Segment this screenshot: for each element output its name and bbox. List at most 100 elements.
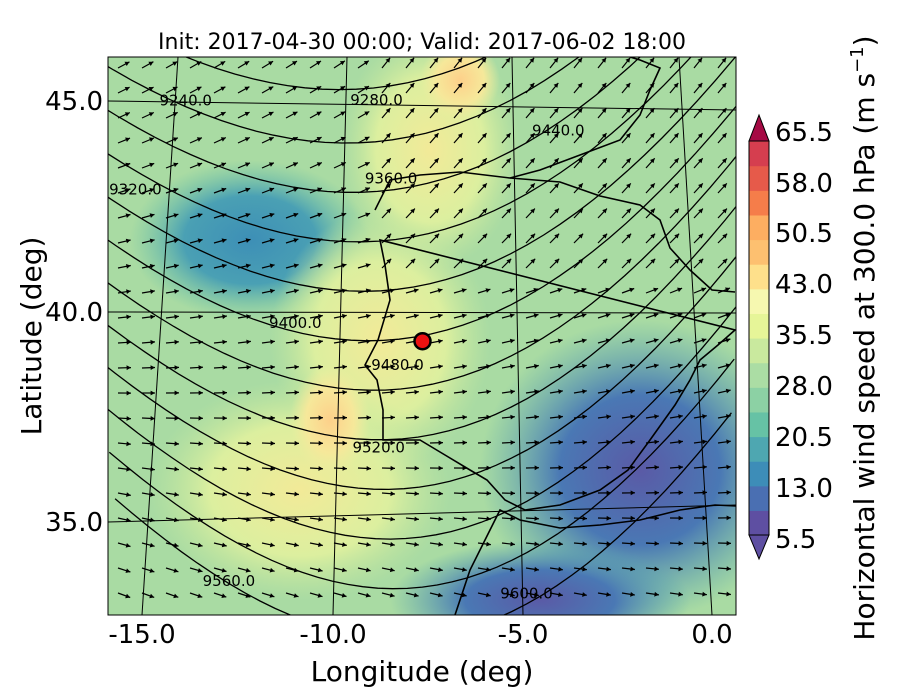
wind-arrow-head xyxy=(678,515,683,521)
colorbar-ticks: 5.5 13.0 20.5 28.0 35.5 43.0 50.5 58.0 6… xyxy=(775,118,833,555)
wind-arrow-head xyxy=(125,543,131,548)
colorbar-tick-label: 20.5 xyxy=(775,423,833,453)
wind-arrow-head xyxy=(578,233,584,239)
wind-arrow-head xyxy=(125,162,131,168)
wind-arrow-head xyxy=(318,364,323,370)
wind-arrow-head xyxy=(197,162,203,167)
colorbar-bin xyxy=(749,165,769,191)
contour-line xyxy=(114,412,732,615)
wind-arrow-head xyxy=(386,183,391,189)
wind-arrow-head xyxy=(174,339,179,345)
wind-arrow-head xyxy=(458,208,463,214)
wind-arrow-head xyxy=(414,440,419,446)
wind-arrow-head xyxy=(553,108,559,113)
wind-arrow-head xyxy=(701,388,707,394)
wind-arrow-head xyxy=(462,567,467,572)
wind-arrow-head xyxy=(482,158,487,164)
wind-arrow-head xyxy=(530,183,535,189)
wind-arrow-head xyxy=(721,108,727,113)
wind-arrow-head xyxy=(414,415,419,420)
wind-arrow-head xyxy=(698,258,704,264)
wind-arrow-head xyxy=(366,364,371,370)
wind-arrow-head xyxy=(174,365,179,370)
wind-arrow-head xyxy=(486,389,491,395)
wind-arrow-head xyxy=(582,516,587,521)
meridian-10 xyxy=(332,57,348,615)
wind-arrow-head xyxy=(366,516,371,522)
wind-arrow-head xyxy=(697,83,703,88)
wind-arrow-head xyxy=(316,111,322,116)
wind-arrow-head xyxy=(721,57,727,63)
colorbar-bin xyxy=(749,436,769,462)
colorbar-bin xyxy=(749,362,769,388)
wind-arrow-head xyxy=(630,414,635,420)
wind-arrow-head xyxy=(529,108,535,113)
wind-arrow-head xyxy=(198,314,203,320)
wind-arrow-head xyxy=(414,364,419,370)
wind-arrow-head xyxy=(678,464,683,470)
wind-arrow-head xyxy=(150,390,155,396)
colorbar-bin xyxy=(749,190,769,216)
wind-arrow-head xyxy=(316,86,322,91)
wind-arrow-head xyxy=(222,415,227,421)
wind-arrow-head xyxy=(509,313,515,318)
wind-arrow-head xyxy=(482,183,487,189)
wind-arrow-head xyxy=(649,57,655,63)
wind-arrow-head xyxy=(653,313,659,318)
wind-arrow-head xyxy=(653,287,659,293)
wind-arrow-head xyxy=(577,108,583,113)
wind-arrow-head xyxy=(221,213,227,218)
wind-arrow-head xyxy=(342,516,347,522)
wind-arrow-head xyxy=(292,86,298,91)
wind-arrow-head xyxy=(390,465,395,471)
wind-arrow-head xyxy=(702,515,707,521)
wind-arrow-head xyxy=(510,465,515,471)
colorbar-bin xyxy=(749,288,769,314)
wind-arrow-head xyxy=(630,566,635,572)
wind-arrow-head xyxy=(198,491,203,497)
wind-arrow-head xyxy=(457,83,463,88)
meridian-5 xyxy=(511,57,524,615)
wind-arrow-head xyxy=(726,540,731,546)
wind-arrow-head xyxy=(221,162,226,167)
wind-arrow-head xyxy=(197,213,203,218)
x-tick-label: -5.0 xyxy=(498,620,549,650)
wind-arrow-head xyxy=(625,133,631,139)
wind-arrow-head xyxy=(582,465,587,470)
wind-arrow-head xyxy=(481,133,487,139)
wind-arrow-head xyxy=(438,389,443,395)
wind-arrow-head xyxy=(222,289,227,294)
wind-arrow-head xyxy=(434,208,439,214)
wind-arrow-head xyxy=(172,61,178,66)
wind-arrow-head xyxy=(577,133,583,139)
wind-arrow-head xyxy=(486,465,491,471)
wind-arrow-head xyxy=(529,133,535,139)
wind-arrow-head xyxy=(557,313,563,318)
wind-arrow-head xyxy=(245,187,251,193)
wind-arrow-head xyxy=(410,183,415,189)
wind-arrow-head xyxy=(294,364,299,370)
wind-arrow-head xyxy=(578,183,583,189)
wind-arrow-head xyxy=(220,137,226,142)
wind-arrow-head xyxy=(629,363,635,369)
meridian-15 xyxy=(141,57,179,615)
wind-arrow-head xyxy=(292,61,297,66)
wind-arrow-head xyxy=(606,490,611,496)
wind-arrow-head xyxy=(461,288,467,293)
wind-arrow-head xyxy=(365,212,371,218)
wind-arrow-head xyxy=(510,490,515,496)
contour-label: 9560.0 xyxy=(203,572,256,590)
wind-arrow-head xyxy=(726,439,731,445)
wind-arrow-head xyxy=(409,83,415,88)
wind-arrow-head xyxy=(606,439,611,445)
wind-arrow-head xyxy=(413,313,419,319)
wind-arrow-head xyxy=(126,416,131,421)
wind-arrow-head xyxy=(198,289,203,294)
wind-arrow-head xyxy=(558,592,563,597)
wind-arrow-head xyxy=(510,567,515,572)
wind-arrow-head xyxy=(630,465,635,470)
wind-arrow-head xyxy=(482,233,488,239)
wind-arrow-head xyxy=(173,263,179,269)
marker-layer xyxy=(413,331,432,351)
wind-arrow-head xyxy=(438,516,443,522)
